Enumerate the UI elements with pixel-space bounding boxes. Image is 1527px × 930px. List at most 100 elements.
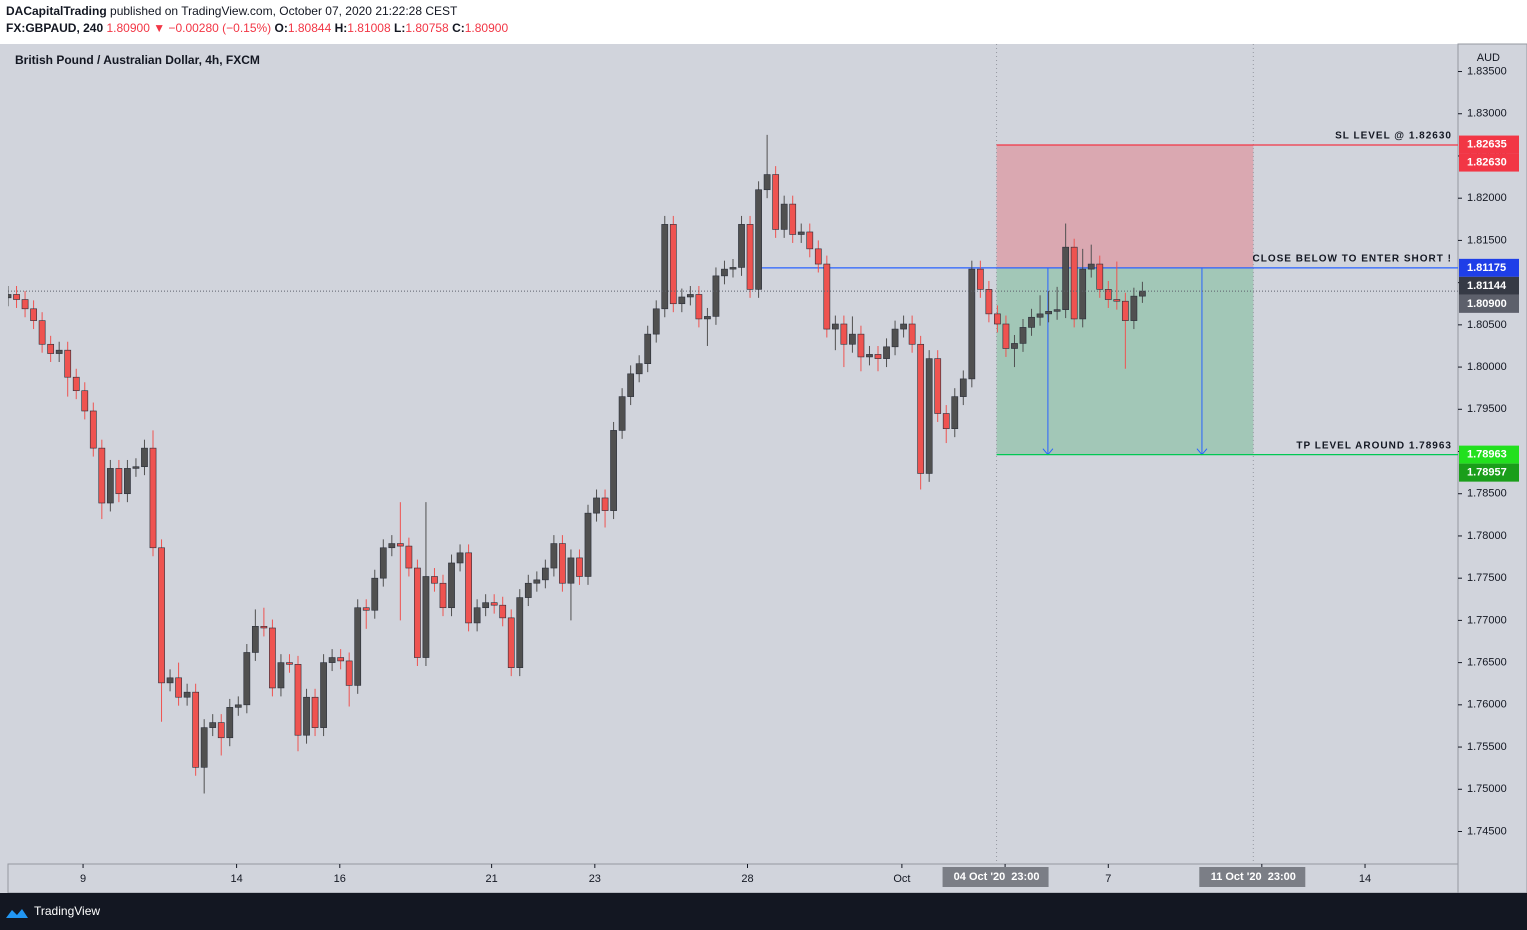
price-label-bg	[1459, 276, 1519, 295]
candle-body	[106, 468, 114, 504]
candle-body	[866, 354, 873, 358]
candle-body	[354, 607, 362, 686]
candle-body	[883, 346, 890, 359]
candle-body	[396, 543, 404, 547]
candle-body	[652, 308, 660, 335]
candle-body	[132, 466, 140, 469]
candle-body	[379, 547, 387, 579]
ohlc-value: 1.80900	[465, 21, 509, 35]
symbol: FX:GBPAUD, 240	[6, 21, 103, 35]
candle-body	[755, 189, 762, 290]
range-date-bg	[942, 867, 1049, 887]
candle-body	[1070, 246, 1078, 320]
ohlc-key: O:	[275, 21, 288, 35]
level-label: SL LEVEL @ 1.82630	[1335, 131, 1452, 142]
candle-body	[260, 626, 268, 629]
candle-body	[499, 604, 507, 619]
header-bg	[0, 0, 1527, 44]
x-tick-label: 14	[230, 873, 242, 885]
header-line-1: DACapitalTrading published on TradingVie…	[6, 4, 458, 18]
price-label: 1.81144	[1467, 280, 1507, 292]
candle-body	[593, 497, 600, 514]
candle-body	[124, 468, 131, 495]
candle-body	[541, 567, 549, 581]
candle-body	[303, 696, 310, 736]
candle-body	[712, 275, 720, 317]
y-tick-label: 1.78500	[1467, 488, 1507, 500]
candle-body	[951, 396, 959, 430]
candle-body	[1019, 327, 1027, 344]
y-tick-label: 1.74500	[1467, 825, 1507, 837]
candle-body	[738, 224, 745, 268]
x-tick-label: Oct	[893, 873, 910, 885]
candle-body	[405, 545, 413, 569]
y-tick-label: 1.80000	[1467, 361, 1507, 373]
candle-body	[780, 203, 788, 230]
candle-body	[976, 268, 984, 290]
candle-body	[567, 557, 575, 584]
candle-body	[217, 722, 225, 739]
x-tick-label: 23	[589, 873, 601, 885]
candle-body	[251, 626, 259, 653]
candle-body	[797, 231, 805, 235]
y-tick-label: 1.75000	[1467, 783, 1507, 795]
candle-body	[1028, 316, 1035, 328]
level-label: TP LEVEL AROUND 1.78963	[1296, 440, 1452, 451]
range-date-label: 11 Oct '20 23:00	[1211, 871, 1296, 883]
y-tick-label: 1.81500	[1467, 234, 1507, 246]
ohlc-key: H:	[335, 21, 348, 35]
candle-body	[934, 358, 942, 414]
candle-body	[627, 373, 635, 397]
candle-body	[942, 413, 950, 430]
candle-body	[456, 552, 464, 564]
candle-body	[729, 267, 737, 270]
candle-body	[226, 707, 234, 739]
price-label-bg	[1459, 294, 1519, 313]
x-tick-label: 9	[80, 873, 86, 885]
x-tick-label: 16	[334, 873, 346, 885]
candle-body	[431, 576, 438, 584]
price-label-bg	[1459, 153, 1519, 172]
plot-bg	[8, 44, 1458, 864]
candle-body	[175, 677, 182, 698]
chart-title: British Pound / Australian Dollar, 4h, F…	[15, 53, 260, 67]
candle-body	[900, 323, 907, 330]
candle-body	[269, 627, 276, 689]
candle-body	[1079, 268, 1087, 320]
candle-body	[149, 447, 157, 549]
candle-body	[277, 662, 285, 689]
candle-body	[490, 602, 498, 606]
candle-body	[362, 607, 370, 611]
candle-body	[1002, 323, 1010, 349]
candle-body	[618, 396, 626, 431]
candle-body	[550, 543, 558, 569]
candle-body	[192, 691, 200, 768]
y-tick-label: 1.79500	[1467, 403, 1507, 415]
candle-body	[507, 617, 515, 668]
change: ▼ −0.00280 (−0.15%)	[153, 21, 271, 35]
y-tick-label: 1.77500	[1467, 572, 1507, 584]
candle-body	[695, 294, 703, 320]
candle-body	[234, 704, 242, 708]
candle-body	[72, 376, 80, 392]
candle-body	[610, 430, 617, 511]
candle-body	[601, 497, 609, 511]
candle-body	[823, 263, 831, 330]
candle-body	[533, 579, 541, 584]
footer-bg	[0, 893, 1527, 930]
candle-body	[13, 294, 20, 300]
price-label: 1.78963	[1467, 449, 1507, 461]
candle-body	[806, 231, 814, 250]
last: 1.80900	[106, 21, 150, 35]
stop-zone	[996, 144, 1254, 268]
candle-body	[30, 308, 37, 321]
candle-body	[669, 224, 677, 305]
candle-body	[47, 343, 55, 354]
header-line-2: FX:GBPAUD, 240 1.80900 ▼ −0.00280 (−0.15…	[6, 21, 508, 35]
candle-body	[1036, 313, 1044, 318]
candle-body	[814, 248, 822, 265]
candle-body	[209, 722, 217, 728]
candle-body	[158, 547, 165, 684]
level-label: CLOSE BELOW TO ENTER SHORT !	[1253, 253, 1452, 264]
